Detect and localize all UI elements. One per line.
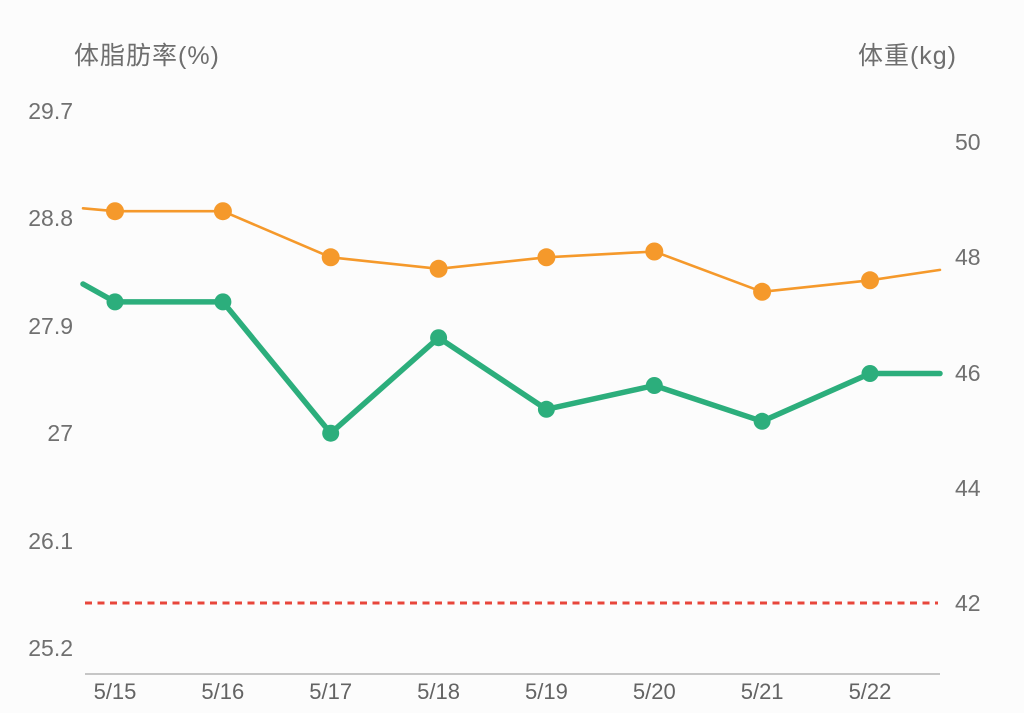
x-axis-label-5/18: 5/18 [417,679,460,704]
body-fat-point-5/18[interactable] [430,329,448,347]
left-axis-tick-28.8: 28.8 [28,205,73,232]
x-axis-label-5/17: 5/17 [309,679,353,704]
left-axis-ticks: 29.7 28.8 27.9 27 26.1 25.2 [0,0,73,713]
body-fat-point-5/15[interactable] [106,293,124,311]
x-axis-label-5/21: 5/21 [740,679,784,704]
body-fat-point-5/19[interactable] [537,400,555,418]
right-axis-tick-50: 50 [955,129,981,155]
x-axis-label-5/16: 5/16 [201,679,245,704]
x-axis-label-5/20: 5/20 [632,679,676,704]
left-axis-title: 体脂肪率(%) [74,42,220,70]
right-axis-tick-46: 46 [955,359,981,386]
left-axis-tick-27: 27 [47,420,73,447]
left-axis-tick-26.1: 26.1 [28,527,73,554]
body-fat-line [80,281,943,436]
right-axis-tick-48: 48 [955,244,981,271]
body-fat-point-5/22[interactable] [861,365,879,382]
weight-point-5/22[interactable] [861,271,879,290]
weight-point-5/21[interactable] [753,282,772,301]
weight-point-5/15[interactable] [106,202,124,221]
body-fat-point-5/21[interactable] [753,412,771,430]
right-axis-ticks: 50 48 46 44 42 [955,0,1024,713]
weight-point-5/17[interactable] [321,248,340,267]
weight-point-5/20[interactable] [645,242,664,261]
right-axis-tick-42: 42 [955,590,981,616]
x-axis-label-5/15: 5/15 [93,679,137,704]
x-axis-label-5/22: 5/22 [848,679,892,704]
body-fat-point-5/17[interactable] [322,424,340,442]
body-fat-point-5/16[interactable] [214,293,232,311]
weight-point-5/19[interactable] [537,248,556,267]
left-axis-tick-25.2: 25.2 [28,635,73,661]
weight-line [81,207,942,294]
right-axis-title: 体重(kg) [857,42,957,70]
weight-point-5/16[interactable] [213,202,232,221]
weight-point-5/18[interactable] [429,259,448,278]
body-fat-point-5/20[interactable] [645,377,663,394]
left-axis-tick-27.9: 27.9 [28,312,73,339]
left-axis-tick-29.7: 29.7 [28,98,73,124]
x-axis-label-5/19: 5/19 [525,679,568,704]
right-axis-tick-44: 44 [955,474,981,501]
